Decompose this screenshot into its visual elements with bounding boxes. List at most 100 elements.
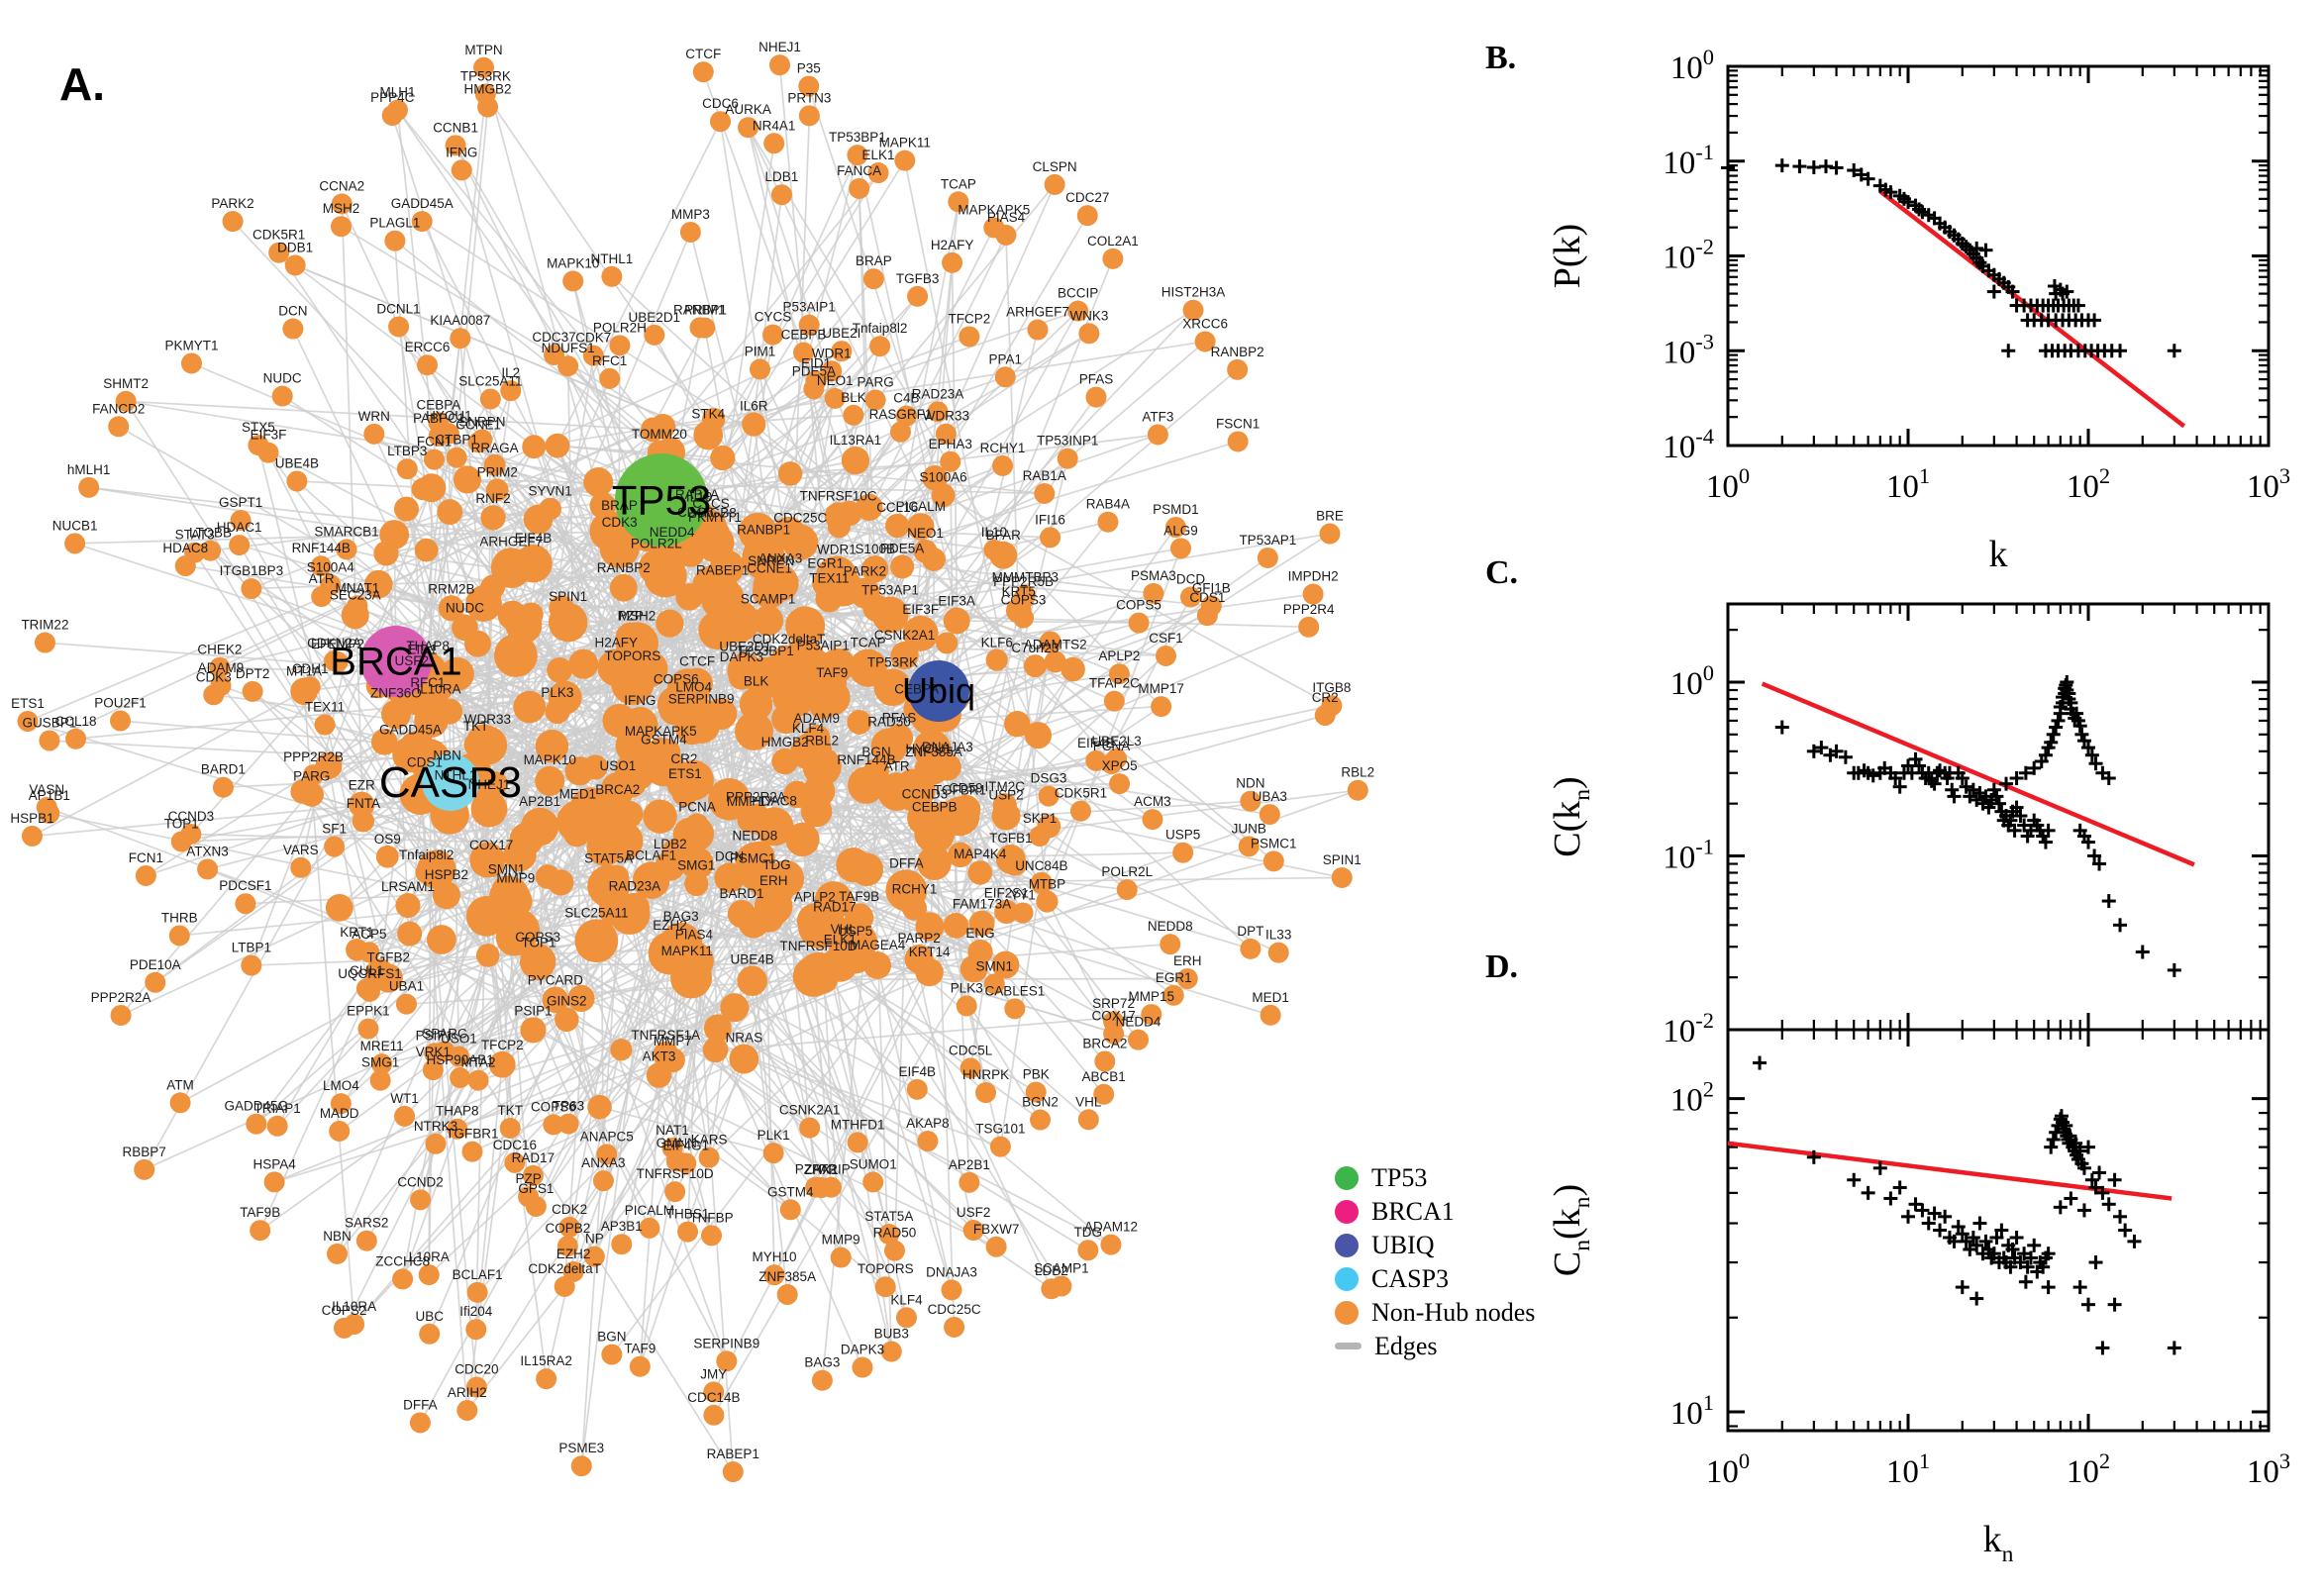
non-hub-node bbox=[1030, 871, 1053, 894]
non-hub-node bbox=[422, 1059, 444, 1081]
non-hub-node bbox=[1227, 431, 1249, 452]
data-points bbox=[1753, 1055, 2181, 1355]
non-hub-node bbox=[821, 360, 843, 382]
non-hub-node bbox=[692, 565, 734, 606]
non-hub-node bbox=[762, 1143, 784, 1164]
non-hub-node bbox=[1147, 424, 1168, 446]
non-hub-node bbox=[596, 1144, 618, 1165]
non-hub-node bbox=[384, 230, 406, 251]
non-hub-node bbox=[830, 1247, 852, 1268]
non-hub-node bbox=[522, 1164, 544, 1186]
non-hub-node bbox=[36, 796, 57, 818]
non-hub-node bbox=[831, 341, 853, 362]
non-hub-node bbox=[863, 951, 892, 979]
non-hub-node bbox=[473, 56, 495, 78]
non-hub-node bbox=[325, 893, 354, 922]
node-label: USF2 bbox=[394, 653, 429, 668]
plot-pk: 100 101 102 103 100 10-1 10-2 10-3 10-4 k P(k) bbox=[1547, 45, 2290, 575]
non-hub-node bbox=[995, 845, 1026, 874]
node-label: RAB4A bbox=[675, 487, 719, 502]
non-hub-node bbox=[845, 903, 874, 933]
non-hub-node bbox=[1004, 711, 1031, 738]
non-hub-node bbox=[1039, 631, 1061, 653]
non-hub-node bbox=[1179, 586, 1201, 608]
non-hub-node bbox=[763, 133, 785, 154]
non-hub-node bbox=[589, 492, 617, 519]
non-hub-node bbox=[601, 1344, 623, 1365]
non-hub-node bbox=[680, 847, 714, 880]
non-hub-node bbox=[681, 667, 713, 700]
non-hub-node bbox=[1257, 547, 1278, 568]
non-hub-node bbox=[299, 676, 321, 698]
non-hub-node bbox=[785, 822, 820, 857]
non-hub-node bbox=[1151, 696, 1172, 718]
node-label: COPS3 bbox=[515, 930, 560, 945]
node-label: LMO4 bbox=[675, 679, 712, 694]
non-hub-node bbox=[437, 499, 463, 526]
panel-label-c: C. bbox=[1485, 554, 1519, 591]
non-hub-node bbox=[426, 925, 456, 954]
non-hub-node bbox=[698, 610, 738, 650]
non-hub-node bbox=[1267, 942, 1289, 963]
non-hub-node bbox=[1196, 605, 1218, 627]
node-label: STAT5A bbox=[584, 851, 633, 866]
fit-line bbox=[1761, 681, 2195, 867]
non-hub-node bbox=[768, 54, 790, 76]
node-label: USP5 bbox=[838, 924, 872, 939]
network-hub-nodes bbox=[360, 453, 969, 811]
non-hub-node bbox=[504, 1151, 526, 1173]
non-hub-node bbox=[669, 956, 713, 999]
non-hub-node bbox=[331, 193, 353, 215]
non-hub-node bbox=[64, 533, 86, 554]
non-hub-node bbox=[960, 1057, 981, 1079]
non-hub-node bbox=[467, 1069, 489, 1091]
non-hub-node bbox=[393, 496, 419, 522]
node-label: PSMC1 bbox=[730, 850, 776, 865]
node-label: RAD23A bbox=[609, 879, 661, 894]
non-hub-node bbox=[960, 954, 988, 983]
non-hub-node bbox=[1093, 1083, 1115, 1105]
tick-label: 10-1 bbox=[1663, 834, 1714, 875]
non-hub-node bbox=[381, 699, 411, 730]
non-hub-node bbox=[798, 75, 820, 97]
non-hub-node bbox=[456, 1399, 478, 1421]
non-hub-node bbox=[959, 326, 980, 348]
node-label: NEDD8 bbox=[733, 829, 778, 844]
non-hub-node bbox=[770, 184, 792, 206]
non-hub-node bbox=[1100, 752, 1122, 774]
node-label: ETS1 bbox=[668, 766, 702, 781]
non-hub-node bbox=[282, 318, 304, 340]
non-hub-node bbox=[1012, 902, 1034, 924]
non-hub-node bbox=[975, 1082, 997, 1104]
non-hub-node bbox=[1077, 1109, 1099, 1131]
node-label: IFNG bbox=[624, 693, 656, 708]
node-label: ELK1 bbox=[824, 933, 857, 948]
node-label: SPIN1 bbox=[549, 589, 587, 604]
non-hub-node bbox=[1077, 1240, 1099, 1261]
non-hub-node bbox=[843, 404, 864, 426]
node-label: HMGB2 bbox=[761, 735, 809, 749]
legend-label: BRCA1 bbox=[1371, 1196, 1455, 1226]
node-label: ARHGEF7 bbox=[479, 534, 543, 549]
non-hub-node bbox=[1085, 749, 1107, 771]
non-hub-node bbox=[583, 467, 614, 497]
non-hub-node bbox=[737, 965, 767, 997]
non-hub-node bbox=[809, 693, 836, 720]
plot-ckn: 100 10-1 10-2 C(kn​) bbox=[1547, 602, 2271, 1049]
fit-line bbox=[1727, 1141, 2172, 1201]
legend-item-brca1: BRCA1 bbox=[1335, 1196, 1535, 1226]
non-hub-node bbox=[463, 732, 488, 757]
non-hub-node bbox=[674, 710, 710, 746]
non-hub-node bbox=[629, 1355, 651, 1377]
non-hub-node bbox=[230, 510, 252, 532]
non-hub-node bbox=[463, 630, 491, 657]
legend-item-nonhub: Non-Hub nodes bbox=[1335, 1298, 1535, 1327]
non-hub-node bbox=[509, 822, 544, 856]
non-hub-node bbox=[659, 1047, 685, 1073]
non-hub-node bbox=[1182, 299, 1204, 321]
non-hub-node bbox=[776, 1284, 798, 1306]
non-hub-node bbox=[369, 1069, 391, 1091]
non-hub-node bbox=[398, 731, 437, 769]
node-label: GADD45A bbox=[379, 723, 442, 738]
